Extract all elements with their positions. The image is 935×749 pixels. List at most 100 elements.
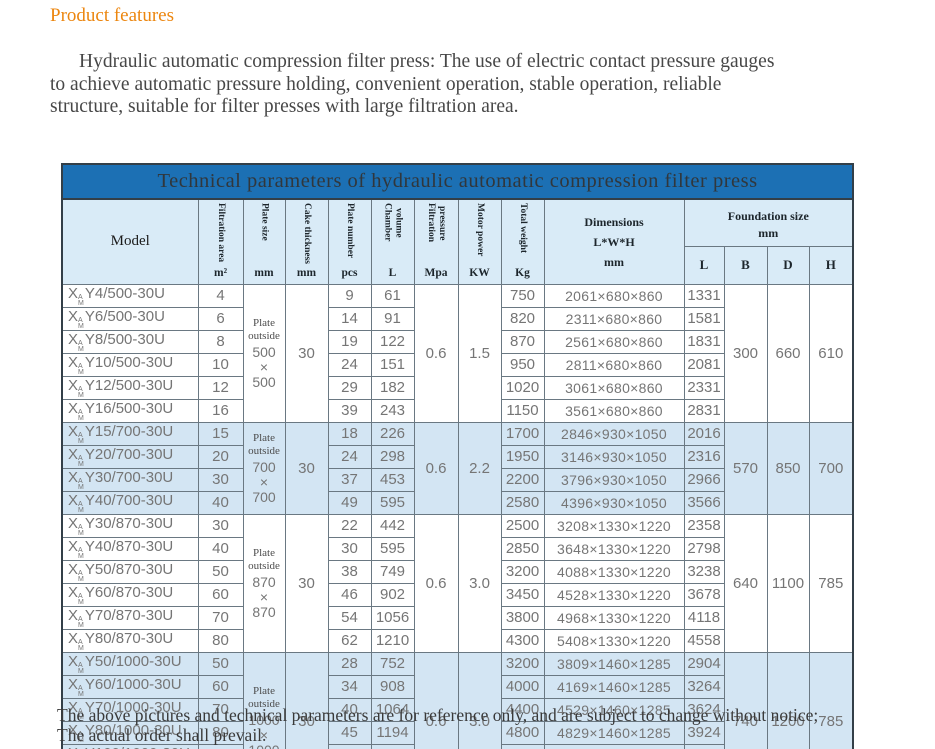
cell-foundation-l: 3264 — [683, 674, 725, 699]
cell-filtration-area: 16 — [197, 398, 244, 423]
cell-foundation-l: 2831 — [683, 398, 725, 423]
cell-filtration-pressure: 0.6 — [413, 651, 459, 749]
vertical-header-unit: Mpa — [424, 267, 448, 280]
table-row: XAMY100/1000-30U10057150552005549×1460×1… — [61, 743, 853, 749]
model-stack-top: A — [78, 477, 83, 485]
cell-chamber-volume: 902 — [370, 582, 415, 607]
model-stack-bottom: M — [78, 437, 84, 445]
cell-plate-number: 24 — [327, 444, 372, 469]
table-header-row: Model Filtration area m² Plate size mm Cake t… — [61, 198, 854, 285]
plate-size-value: 500 × 500 — [252, 343, 276, 390]
cell-foundation-h: 610 — [808, 283, 854, 423]
model-stack-bottom: M — [78, 690, 84, 698]
cell-foundation-d: 1200 — [766, 651, 810, 749]
model-name: Y70/870-30U — [84, 606, 174, 624]
plate-size-label: Plate outside — [248, 316, 280, 342]
model-prefix: X — [68, 698, 79, 716]
cell-filtration-area: 30 — [197, 513, 244, 538]
cell-total-weight: 2200 — [500, 467, 545, 492]
cell-dimensions: 2811×680×860 — [543, 352, 685, 377]
cell-chamber-volume: 595 — [370, 490, 415, 515]
cell-model: X A M Y30/700-30U — [61, 467, 199, 492]
plate-size-value: 870 × 870 — [252, 573, 276, 620]
cell-plate-number: 46 — [327, 582, 372, 607]
cell-total-weight: 870 — [500, 329, 545, 354]
vertical-header-label: Filtration area — [216, 203, 226, 263]
vertical-header-wrap: Chamber volume L — [372, 200, 413, 283]
model-prefix: X — [68, 284, 79, 302]
cell-filtration-area: 4 — [197, 283, 244, 308]
col-header-foundation-d: D — [766, 245, 810, 285]
cell-motor-power: 3.0 — [457, 651, 502, 749]
model-stack-bottom: M — [78, 552, 84, 560]
cell-filtration-area: 60 — [197, 582, 244, 607]
table-title-row: Technical parameters of hydraulic automa… — [61, 163, 854, 200]
cell-dimensions: 3796×930×1050 — [543, 467, 685, 492]
model-prefix: X — [68, 445, 79, 463]
model-stack-top: A — [78, 592, 83, 600]
table-row: X A M Y30/870-30U 30 Plate outside 870 × 870 30… — [61, 513, 854, 653]
cell-plate-number: 40 — [327, 697, 372, 722]
model-stack-bottom: M — [78, 391, 84, 399]
vertical-header-unit: Kg — [515, 267, 530, 280]
cell-foundation-b: 640 — [723, 513, 768, 653]
cell-chamber-volume: 226 — [370, 421, 415, 446]
model-stack-bottom: M — [78, 506, 84, 514]
cell-total-weight: 4300 — [500, 628, 545, 653]
cell-chamber-volume: 749 — [370, 559, 415, 584]
cell-model: X A M Y60/870-30U — [61, 582, 199, 607]
model-prefix: X — [68, 399, 79, 417]
model-name: Y15/700-30U — [84, 422, 174, 440]
footer-line: The above pictures and technical paramet… — [57, 705, 819, 725]
cell-model: X A M Y40/870-30U — [61, 536, 199, 561]
vertical-header-label: Filtration pressure — [426, 203, 447, 243]
model-name: Y80/1000-30U — [84, 721, 182, 739]
table-row: X A M Y15/700-30U 15 Plate outside 700 × 700 30… — [61, 421, 854, 515]
vertical-header-wrap: Total weight Kg — [502, 200, 543, 283]
model-stack-top: A — [78, 615, 83, 623]
model-stack-top: A — [78, 684, 83, 692]
vertical-header-label: Cake thickness — [302, 203, 312, 265]
cell-chamber-volume: 1210 — [370, 628, 415, 653]
cell-foundation-l: 3624 — [683, 697, 725, 722]
cell-model: X A M Y6/500-30U — [61, 306, 199, 331]
vertical-header-label: Motor power — [475, 203, 485, 257]
cell-cake-thickness: 30 — [284, 651, 329, 749]
cell-foundation-h: 785 — [808, 513, 854, 653]
cell-dimensions: 3648×1330×1220 — [543, 536, 685, 561]
model-name: Y50/870-30U — [84, 560, 174, 578]
col-header-filtration-area: Filtration area m² — [197, 198, 244, 285]
dimensions-header-line: mm — [604, 254, 624, 269]
cell-filtration-area: 70 — [197, 697, 244, 722]
cell-foundation-l: 2904 — [683, 651, 725, 676]
cell-plate-number: 14 — [327, 306, 372, 331]
col-header-foundation-h: H — [808, 245, 854, 285]
vertical-header-unit: m² — [213, 267, 228, 280]
cell-motor-power: 1.5 — [457, 283, 502, 423]
cell-foundation-d: 1100 — [766, 513, 810, 653]
table-row: X A M Y80/870-30U 80 62 1210 4300 5408×1330×1220… — [61, 628, 853, 653]
cell-model: X A M Y12/500-30U — [61, 375, 199, 400]
cell-total-weight: 3450 — [500, 582, 545, 607]
model-name: Y30/700-30U — [84, 468, 174, 486]
cell-dimensions: 2061×680×860 — [543, 283, 685, 308]
vertical-header-wrap: Filtration area m² — [199, 200, 242, 283]
cell-model: X A M Y40/700-30U — [61, 490, 199, 515]
cell-total-weight: 3800 — [500, 605, 545, 630]
cell-total-weight: 4000 — [500, 674, 545, 699]
col-header-plate-number: Plate number pcs — [327, 198, 372, 285]
cell-filtration-area: 40 — [197, 536, 244, 561]
model-prefix: X — [68, 745, 78, 749]
cell-plate-number: 19 — [327, 329, 372, 354]
plate-size-value: 1000 × 1000 — [248, 711, 280, 749]
cell-plate-size: Plate outside 500 × 500 — [242, 283, 286, 423]
cell-chamber-volume: 182 — [370, 375, 415, 400]
cell-filtration-pressure: 0.6 — [413, 283, 459, 423]
cell-model: X A M Y30/870-30U — [61, 513, 199, 538]
vertical-header-unit: mm — [296, 267, 317, 280]
